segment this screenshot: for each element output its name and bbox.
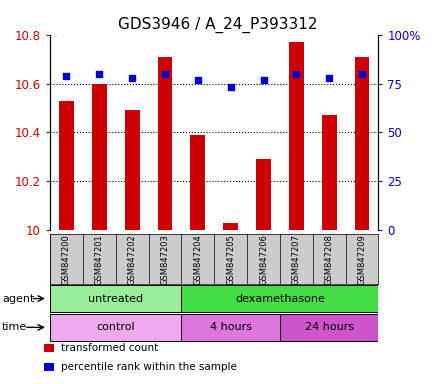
Text: 4 hours: 4 hours bbox=[209, 322, 251, 333]
Text: untreated: untreated bbox=[88, 293, 143, 304]
Text: GSM847206: GSM847206 bbox=[258, 234, 267, 285]
Point bbox=[128, 74, 135, 81]
Bar bbox=[181, 313, 279, 341]
Text: dexamethasone: dexamethasone bbox=[234, 293, 324, 304]
Bar bbox=[190, 135, 205, 230]
Text: GSM847202: GSM847202 bbox=[127, 234, 136, 285]
Bar bbox=[354, 56, 368, 230]
Point bbox=[358, 71, 365, 77]
Bar bbox=[59, 101, 74, 230]
Text: 24 hours: 24 hours bbox=[304, 322, 353, 333]
Text: percentile rank within the sample: percentile rank within the sample bbox=[61, 362, 236, 372]
Text: control: control bbox=[96, 322, 135, 333]
Point bbox=[227, 84, 233, 91]
Point bbox=[260, 76, 266, 83]
Bar bbox=[50, 285, 181, 313]
Bar bbox=[256, 159, 270, 230]
Text: GSM847204: GSM847204 bbox=[193, 234, 202, 285]
Text: GSM847208: GSM847208 bbox=[324, 234, 333, 285]
Text: GSM847207: GSM847207 bbox=[291, 234, 300, 285]
Bar bbox=[50, 313, 181, 341]
Bar bbox=[92, 84, 106, 230]
Text: GDS3946 / A_24_P393312: GDS3946 / A_24_P393312 bbox=[118, 17, 316, 33]
Bar bbox=[223, 223, 237, 230]
Text: GSM847201: GSM847201 bbox=[95, 234, 104, 285]
Bar bbox=[279, 313, 378, 341]
Text: GSM847205: GSM847205 bbox=[226, 234, 235, 285]
Bar bbox=[157, 56, 172, 230]
Text: GSM847203: GSM847203 bbox=[160, 234, 169, 285]
Bar bbox=[125, 111, 139, 230]
Bar bbox=[288, 42, 303, 230]
Point bbox=[325, 74, 332, 81]
Text: GSM847209: GSM847209 bbox=[357, 234, 366, 285]
Point bbox=[194, 76, 201, 83]
Bar bbox=[321, 115, 336, 230]
Text: time: time bbox=[2, 322, 27, 333]
Text: GSM847200: GSM847200 bbox=[62, 234, 71, 285]
Point bbox=[161, 71, 168, 77]
Text: transformed count: transformed count bbox=[61, 343, 158, 353]
Point bbox=[63, 73, 70, 79]
Point bbox=[95, 71, 102, 77]
Text: agent: agent bbox=[2, 293, 34, 304]
Point bbox=[292, 71, 299, 77]
Bar bbox=[181, 285, 378, 313]
